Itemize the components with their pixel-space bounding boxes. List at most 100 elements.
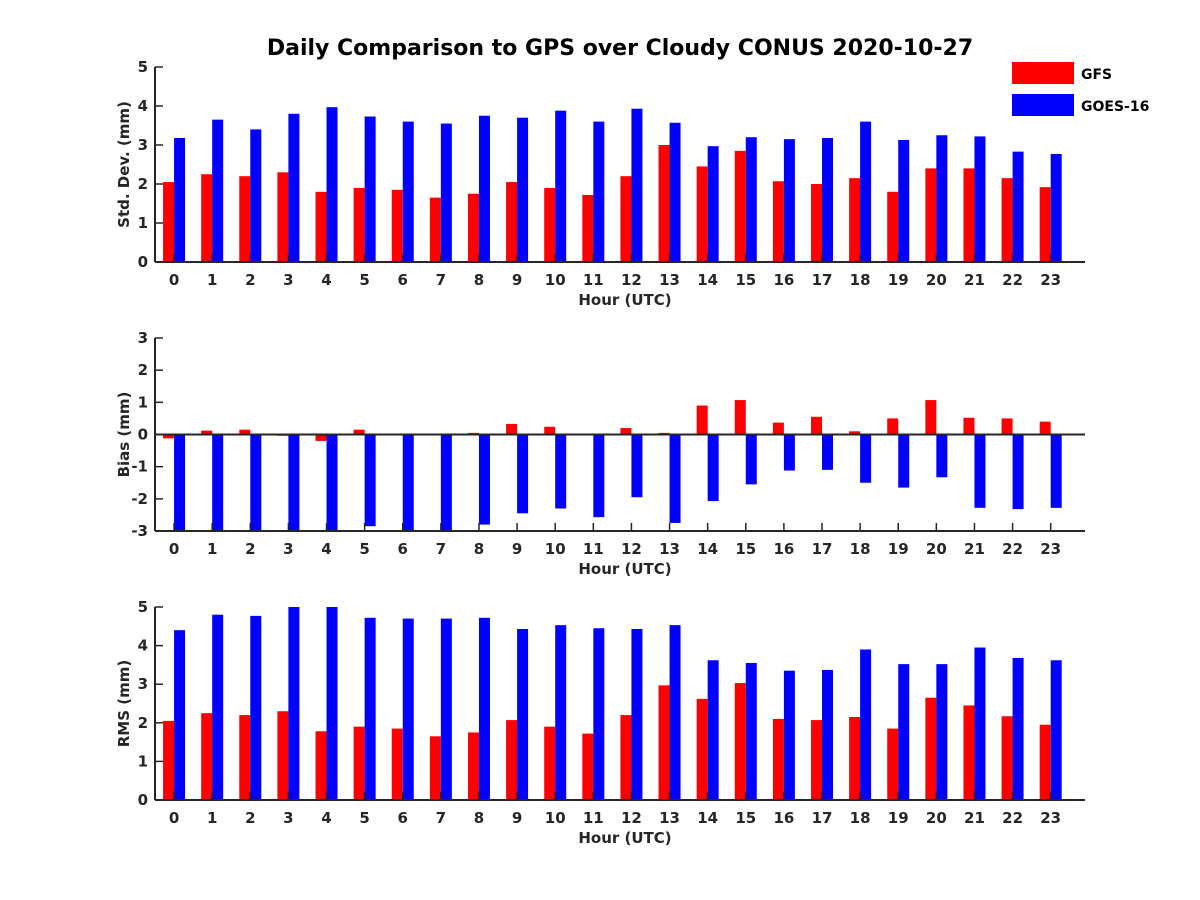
bar-goes16-hour-23 [1050,153,1062,262]
bar-goes16-hour-19 [898,434,910,488]
bar-gfs-hour-4 [315,191,327,262]
bar-gfs-hour-21 [963,705,975,800]
x-tick-label: 4 [321,271,331,289]
y-axis-label: Std. Dev. (mm) [115,101,133,228]
y-tick-label: 0 [138,253,148,271]
legend: GFS GOES-16 [1012,62,1149,116]
bar-gfs-hour-16 [772,718,784,800]
bar-gfs-hour-1 [201,430,213,435]
x-tick-label: 0 [169,540,179,558]
bar-gfs-hour-3 [277,172,289,262]
bar-goes16-hour-8 [478,115,490,262]
x-tick-label: 11 [583,540,604,558]
bar-gfs-hour-21 [963,168,975,262]
x-tick-label: 12 [621,271,642,289]
x-tick-label: 18 [850,540,871,558]
y-axis-label: RMS (mm) [115,660,133,747]
bar-gfs-hour-14 [696,698,708,800]
bar-gfs-hour-11 [582,733,594,800]
y-tick-label: 2 [138,714,148,732]
bar-goes16-hour-21 [974,647,986,800]
bar-gfs-hour-10 [544,426,556,435]
bar-goes16-hour-1 [212,434,224,531]
bar-gfs-hour-20 [925,400,937,435]
x-tick-label: 20 [926,809,947,827]
bar-goes16-hour-23 [1050,434,1062,508]
bar-goes16-hour-11 [593,628,605,800]
x-tick-label: 11 [583,271,604,289]
bar-gfs-hour-10 [544,187,556,262]
x-tick-label: 1 [207,809,217,827]
x-axis-label: Hour (UTC) [578,560,671,578]
bar-goes16-hour-20 [936,664,948,800]
bar-goes16-hour-8 [478,434,490,525]
bar-gfs-hour-1 [201,174,213,262]
x-tick-label: 5 [359,809,369,827]
bar-gfs-hour-5 [353,429,365,435]
bar-gfs-hour-12 [620,715,632,800]
bar-gfs-hour-2 [239,429,251,435]
bar-goes16-hour-6 [402,121,414,262]
x-tick-label: 2 [245,540,255,558]
bar-goes16-hour-18 [860,434,872,483]
x-tick-label: 19 [888,540,909,558]
x-tick-label: 23 [1040,540,1061,558]
x-tick-label: 6 [398,540,408,558]
bar-gfs-hour-13 [658,685,670,800]
bar-goes16-hour-12 [631,629,643,800]
y-tick-label: 1 [138,752,148,770]
bar-goes16-hour-6 [402,618,414,800]
bar-goes16-hour-11 [593,121,605,262]
legend-swatch-gfs [1012,62,1074,84]
bar-goes16-hour-5 [364,116,376,262]
bar-gfs-hour-16 [772,181,784,262]
x-tick-label: 12 [621,809,642,827]
bar-gfs-hour-14 [696,166,708,262]
x-tick-label: 14 [697,809,718,827]
y-tick-label: 2 [138,175,148,193]
bar-goes16-hour-16 [783,670,795,800]
x-tick-label: 22 [1002,540,1023,558]
bar-goes16-hour-21 [974,434,986,508]
x-tick-label: 1 [207,271,217,289]
x-tick-label: 15 [735,540,756,558]
x-tick-label: 20 [926,540,947,558]
x-tick-label: 16 [773,540,794,558]
y-tick-label: 2 [138,361,148,379]
bar-gfs-hour-20 [925,168,937,262]
bar-goes16-hour-10 [555,434,567,509]
x-tick-label: 22 [1002,809,1023,827]
x-tick-label: 23 [1040,271,1061,289]
y-tick-label: 4 [138,97,148,115]
x-axis-label: Hour (UTC) [578,291,671,309]
bar-gfs-hour-21 [963,417,975,435]
bar-gfs-hour-20 [925,697,937,800]
x-tick-label: 13 [659,540,680,558]
x-tick-label: 16 [773,271,794,289]
bar-gfs-hour-5 [353,187,365,262]
x-tick-label: 19 [888,271,909,289]
bar-gfs-hour-22 [1001,418,1013,435]
bar-gfs-hour-4 [315,434,327,441]
bar-goes16-hour-3 [288,434,300,531]
bar-gfs-hour-19 [887,728,899,800]
bar-gfs-hour-9 [506,720,518,800]
x-tick-label: 7 [436,271,446,289]
legend-swatch-goes16 [1012,94,1074,116]
bar-goes16-hour-7 [440,434,452,531]
y-axis-label: Bias (mm) [115,392,133,478]
bar-goes16-hour-20 [936,135,948,262]
chart-title: Daily Comparison to GPS over Cloudy CONU… [267,36,973,61]
x-tick-label: 7 [436,809,446,827]
bar-goes16-hour-2 [250,615,262,800]
bar-goes16-hour-9 [517,434,529,514]
x-tick-label: 14 [697,271,718,289]
x-tick-label: 23 [1040,809,1061,827]
bar-gfs-hour-7 [429,736,441,800]
bar-goes16-hour-5 [364,617,376,800]
x-tick-label: 0 [169,271,179,289]
x-tick-label: 19 [888,809,909,827]
